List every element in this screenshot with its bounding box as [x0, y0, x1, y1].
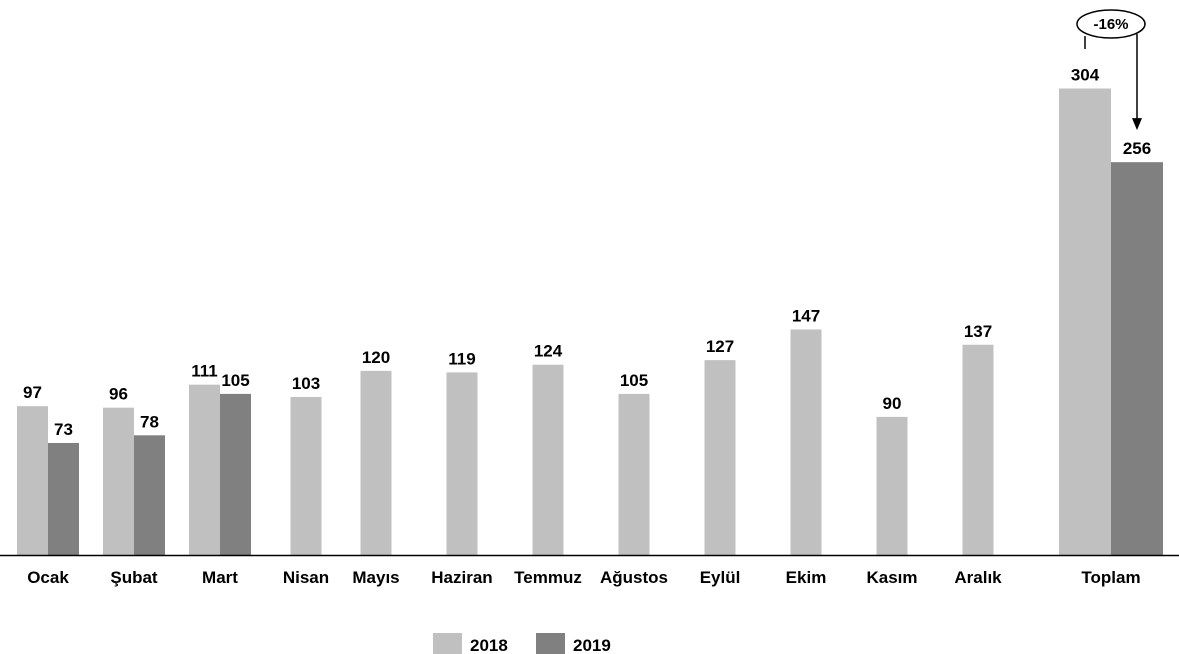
legend-swatch-2019	[536, 633, 565, 654]
value-label-temmuz-2018: 124	[534, 342, 563, 361]
value-label-mayis-2018: 120	[362, 348, 390, 367]
bar-ekim-2018	[790, 329, 822, 555]
category-label-subat: Şubat	[110, 568, 158, 587]
bar-mayis-2018	[360, 370, 392, 555]
bar-ocak-2019	[48, 442, 79, 555]
value-label-ocak-2018: 97	[23, 383, 42, 402]
category-label-toplam: Toplam	[1081, 568, 1140, 587]
value-label-mart-2018: 111	[191, 362, 218, 381]
value-label-haziran-2018: 119	[448, 349, 475, 368]
bar-temmuz-2018	[532, 364, 564, 555]
category-label-ekim: Ekim	[786, 568, 827, 587]
legend-label-2018: 2018	[470, 636, 508, 654]
bars-layer	[17, 88, 1163, 556]
bar-toplam-2019	[1111, 162, 1163, 555]
bar-subat-2018	[103, 407, 134, 555]
bar-mart-2019	[220, 393, 251, 555]
value-label-kasim-2018: 90	[883, 394, 902, 413]
value-label-subat-2019: 78	[140, 412, 159, 431]
change-annotation: -16%	[1076, 9, 1146, 131]
bar-eylul-2018	[704, 360, 736, 555]
value-label-nisan-2018: 103	[292, 374, 320, 393]
value-label-toplam-2019: 256	[1123, 139, 1151, 158]
category-label-eylul: Eylül	[700, 568, 741, 587]
value-label-subat-2018: 96	[109, 385, 128, 404]
bar-aralik-2018	[962, 344, 994, 555]
legend: 2018 2019	[433, 633, 611, 654]
legend-swatch-2018	[433, 633, 462, 654]
bar-kasim-2018	[876, 416, 908, 555]
category-label-temmuz: Temmuz	[514, 568, 582, 587]
bar-subat-2019	[134, 435, 165, 555]
value-label-mart-2019: 105	[221, 371, 249, 390]
value-label-aralik-2018: 137	[964, 322, 992, 341]
category-label-aralik: Aralık	[954, 568, 1002, 587]
category-label-haziran: Haziran	[431, 568, 492, 587]
change-annotation-label: -16%	[1093, 16, 1128, 33]
category-label-nisan: Nisan	[283, 568, 329, 587]
value-label-agustos-2018: 105	[620, 371, 648, 390]
bar-agustos-2018	[618, 393, 650, 555]
bar-nisan-2018	[290, 396, 322, 555]
bar-haziran-2018	[446, 372, 478, 555]
value-label-ekim-2018: 147	[792, 306, 820, 325]
legend-label-2019: 2019	[573, 636, 611, 654]
category-label-kasim: Kasım	[866, 568, 917, 587]
category-label-ocak: Ocak	[27, 568, 69, 587]
category-label-mart: Mart	[202, 568, 238, 587]
bar-ocak-2018	[17, 406, 48, 555]
value-label-eylul-2018: 127	[706, 337, 734, 356]
change-annotation-arrowhead	[1132, 118, 1142, 131]
value-label-toplam-2018: 304	[1071, 66, 1100, 85]
category-label-agustos: Ağustos	[600, 568, 668, 587]
change-annotation-oval	[1076, 9, 1146, 39]
value-label-ocak-2019: 73	[54, 420, 73, 439]
bar-toplam-2018	[1059, 88, 1111, 556]
category-labels-layer: Ocak Şubat Mart Nisan Mayıs Haziran Temmuz Ağus…	[27, 568, 1140, 587]
category-label-mayis: Mayıs	[352, 568, 399, 587]
bar-mart-2018	[189, 384, 220, 555]
